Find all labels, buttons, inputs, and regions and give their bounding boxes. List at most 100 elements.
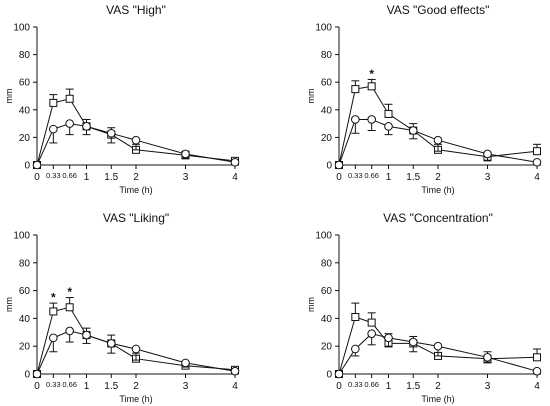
y-tick-label: 20	[19, 342, 31, 353]
chart-panel-4: VAS "Concentration" 0 20 40 60 80 100 0 0.33 0.66…	[306, 211, 542, 404]
data-point-circle	[131, 344, 141, 354]
data-point-circle	[483, 353, 492, 362]
data-point-circle	[408, 126, 418, 135]
data-point-circle	[367, 329, 376, 338]
y-axis-label: mm	[4, 297, 14, 312]
series-circle	[32, 326, 240, 379]
data-point-circle	[384, 333, 393, 343]
x-tick-label: 1.5	[104, 381, 118, 392]
y-tick-label: 20	[321, 342, 333, 353]
x-tick-label: 0	[34, 381, 40, 392]
x-tick-label: 3	[485, 381, 491, 392]
y-tick-label: 20	[321, 133, 333, 144]
y-tick-label: 0	[24, 161, 30, 172]
y-tick-label: 40	[19, 314, 31, 325]
data-point-square	[49, 98, 58, 107]
x-tick-label: 0	[34, 172, 40, 183]
data-point-square	[351, 85, 360, 94]
x-tick-label: 0	[336, 172, 342, 183]
data-point-circle	[532, 366, 542, 376]
data-point-circle	[433, 341, 443, 351]
data-point-circle	[106, 339, 116, 348]
chart-panel-1: VAS "High" 0 20 40 60 80 100 0 0.33 0.66 1 1.5 2 3 4 mm…	[4, 3, 240, 195]
data-point-circle	[32, 160, 42, 170]
x-tick-label: 4	[232, 381, 238, 392]
data-point-circle	[32, 369, 42, 379]
y-tick-label: 80	[321, 50, 333, 61]
y-tick-label: 100	[13, 23, 30, 34]
data-point-square	[533, 147, 541, 156]
data-point-circle	[351, 115, 360, 124]
x-tick-label: 0.33	[348, 380, 363, 389]
x-tick-label: 4	[232, 172, 238, 183]
data-point-circle	[408, 337, 418, 347]
data-point-circle	[230, 157, 240, 167]
y-tick-label: 60	[19, 286, 31, 297]
data-point-circle	[82, 122, 91, 131]
chart-panel-3: VAS "Liking" 0 20 40 60 80 100 0 0.33 0.66 1 1.5 2 3 4…	[4, 211, 240, 404]
series-square	[33, 88, 239, 169]
series-line	[36, 98, 236, 166]
data-point-square	[367, 318, 376, 327]
x-tick-label: 0.66	[62, 171, 77, 180]
y-tick-label: 100	[315, 23, 332, 34]
x-tick-label: 0.66	[364, 380, 379, 389]
chart-title: VAS "Good effects"	[387, 3, 490, 17]
y-tick-label: 40	[321, 314, 333, 325]
series-line	[36, 306, 236, 375]
chart-title: VAS "Concentration"	[383, 211, 493, 225]
x-tick-label: 1.5	[406, 172, 420, 183]
data-point-square	[367, 82, 376, 91]
x-axis-label: Time (h)	[119, 185, 152, 195]
data-point-circle	[532, 157, 542, 167]
x-tick-label: 1	[386, 381, 392, 392]
significance-asterisk: *	[67, 285, 72, 299]
y-axis-label: mm	[306, 89, 316, 104]
data-point-square	[384, 109, 393, 118]
series-circle	[32, 119, 240, 170]
chart-panel-2: VAS "Good effects" 0 20 40 60 80 100 0 0.33 0.66 1…	[306, 3, 542, 195]
x-tick-label: 1.5	[406, 381, 420, 392]
data-point-circle	[351, 344, 360, 354]
x-tick-label: 3	[183, 172, 189, 183]
data-point-circle	[65, 326, 74, 336]
chart-title: VAS "High"	[106, 3, 166, 17]
data-point-circle	[433, 135, 443, 145]
data-point-square	[351, 313, 360, 322]
x-tick-label: 1	[84, 172, 90, 183]
x-tick-label: 2	[133, 381, 139, 392]
data-point-circle	[181, 149, 190, 159]
y-tick-label: 100	[315, 231, 332, 242]
data-point-circle	[131, 135, 141, 145]
data-point-circle	[49, 124, 58, 134]
data-point-square	[49, 307, 58, 316]
data-point-circle	[230, 366, 240, 376]
y-axis-label: mm	[4, 89, 14, 104]
x-tick-label: 3	[485, 172, 491, 183]
data-point-square	[533, 353, 541, 362]
x-axis-label: Time (h)	[421, 185, 454, 195]
y-tick-label: 60	[19, 78, 31, 89]
series-circle	[334, 115, 542, 170]
x-tick-label: 0.33	[46, 171, 61, 180]
data-point-circle	[181, 358, 190, 368]
x-tick-label: 1	[386, 172, 392, 183]
series-square	[335, 78, 541, 169]
x-tick-label: 1	[84, 381, 90, 392]
data-point-circle	[367, 115, 376, 124]
y-tick-label: 60	[321, 78, 333, 89]
x-tick-label: 2	[435, 381, 441, 392]
significance-asterisk: *	[369, 67, 374, 81]
data-point-square	[65, 94, 74, 103]
data-point-square	[65, 303, 74, 312]
y-tick-label: 100	[13, 231, 30, 242]
series-square	[335, 302, 541, 378]
significance-asterisk: *	[51, 291, 56, 305]
series-circle	[334, 329, 542, 379]
data-point-circle	[65, 119, 74, 128]
x-tick-label: 0	[336, 381, 342, 392]
y-tick-label: 0	[24, 370, 30, 381]
x-tick-label: 0.66	[364, 171, 379, 180]
y-tick-label: 80	[19, 258, 31, 269]
